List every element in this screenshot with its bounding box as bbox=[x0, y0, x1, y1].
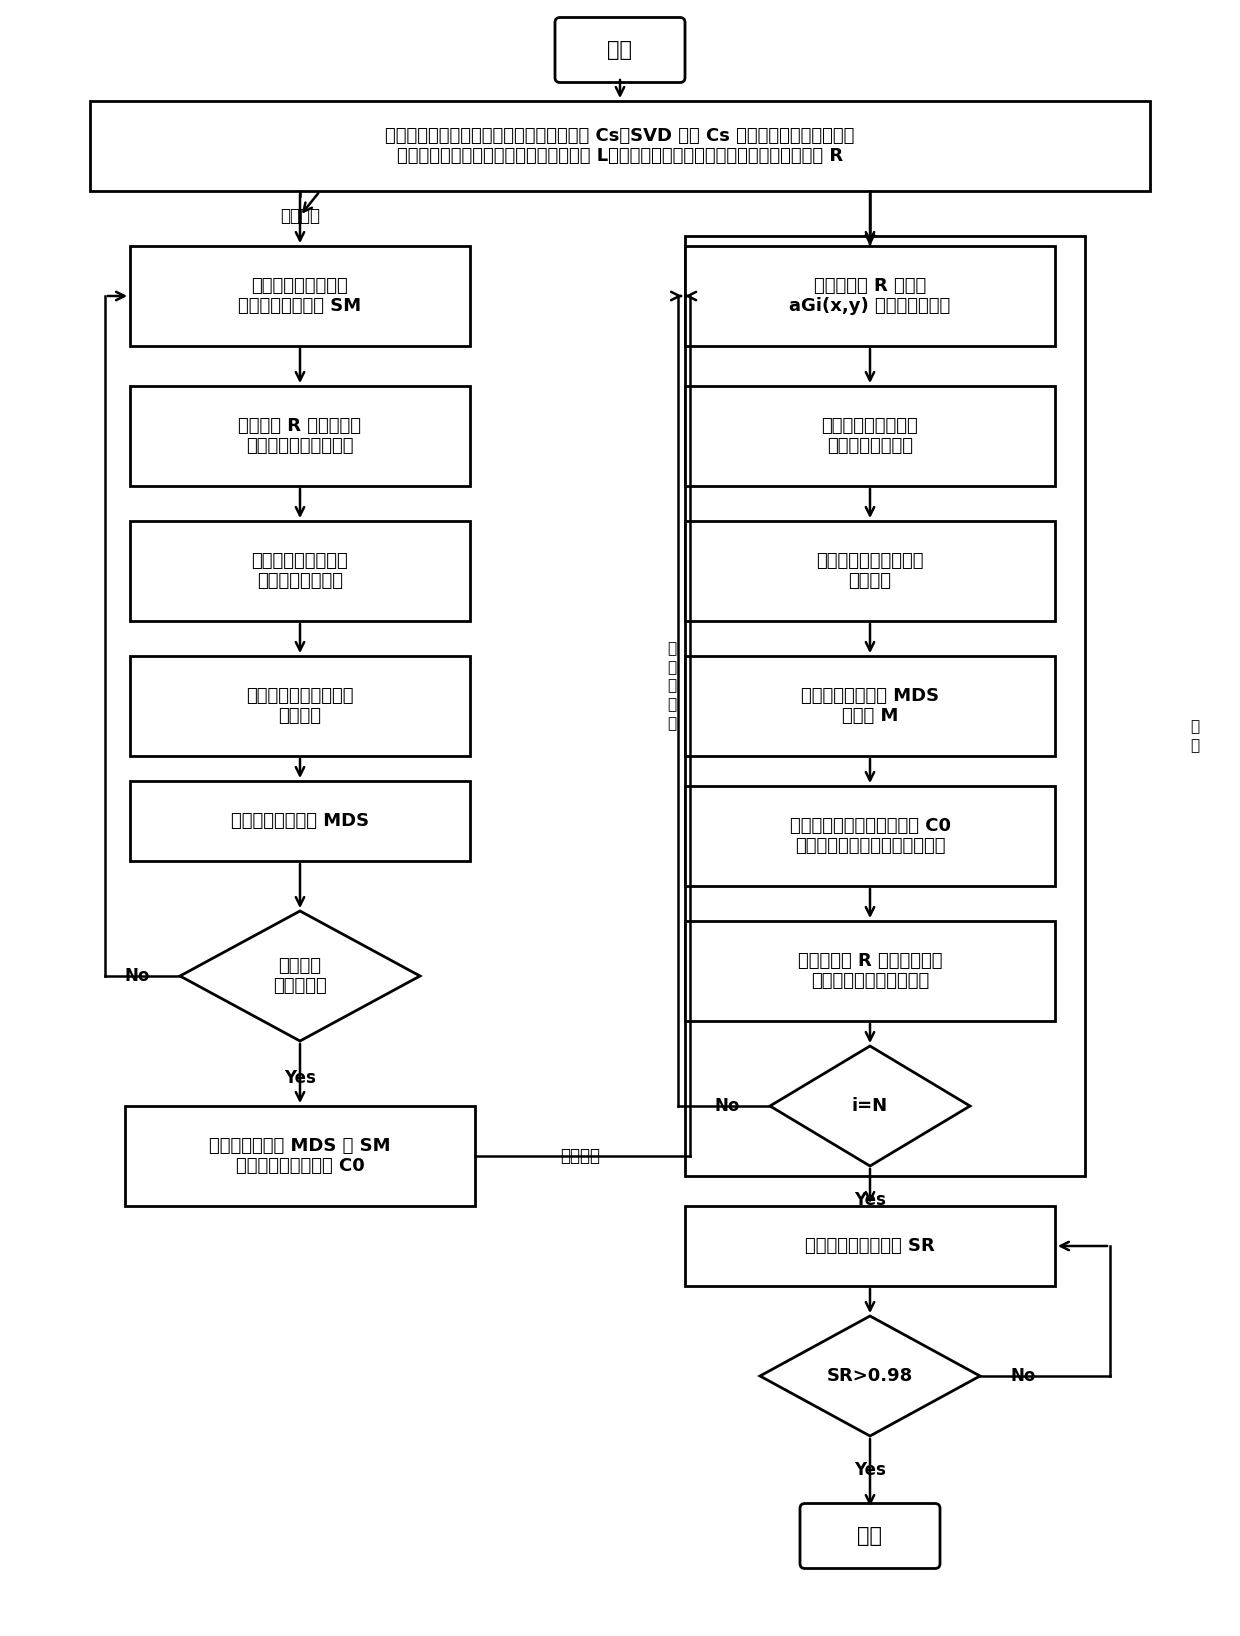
FancyBboxPatch shape bbox=[130, 520, 470, 622]
Polygon shape bbox=[180, 911, 420, 1040]
FancyBboxPatch shape bbox=[130, 780, 470, 861]
FancyBboxPatch shape bbox=[130, 245, 470, 345]
Text: 控制器获取控制指标 SR: 控制器获取控制指标 SR bbox=[805, 1237, 935, 1255]
Text: 测试模式: 测试模式 bbox=[280, 208, 320, 226]
Text: 离线计算校正像差模式基函数斜率相关矩阵 Cs，SVD 分解 Cs 并逆向重构新的模式基函
数，计算重构模式基函数的斜率相关矩阵 L，获取变形镜影响函数与模式系数: 离线计算校正像差模式基函数斜率相关矩阵 Cs，SVD 分解 Cs 并逆向重构新的… bbox=[386, 126, 854, 165]
Text: Yes: Yes bbox=[854, 1191, 885, 1209]
FancyBboxPatch shape bbox=[684, 921, 1055, 1021]
Text: 通过矩阵 R 将波前模式
系数转换成的电压信号: 通过矩阵 R 将波前模式 系数转换成的电压信号 bbox=[238, 417, 362, 455]
Polygon shape bbox=[760, 1315, 980, 1436]
Text: No: No bbox=[125, 967, 150, 985]
FancyBboxPatch shape bbox=[684, 245, 1055, 345]
Text: 周
期
内
迭
代: 周 期 内 迭 代 bbox=[667, 641, 677, 731]
Text: No: No bbox=[714, 1098, 740, 1116]
Text: 迭
代: 迭 代 bbox=[1190, 720, 1199, 753]
Text: 控制器根据 R 向产生电压经
高压放大器施加于变形镜: 控制器根据 R 向产生电压经 高压放大器施加于变形镜 bbox=[797, 952, 942, 990]
FancyBboxPatch shape bbox=[684, 520, 1055, 622]
Text: Yes: Yes bbox=[854, 1461, 885, 1479]
Text: 控制器计算并记录 MDS
及增量 M: 控制器计算并记录 MDS 及增量 M bbox=[801, 687, 939, 725]
FancyBboxPatch shape bbox=[684, 656, 1055, 756]
FancyBboxPatch shape bbox=[91, 101, 1149, 191]
Polygon shape bbox=[770, 1045, 970, 1166]
Text: 结束: 结束 bbox=[858, 1526, 883, 1546]
FancyBboxPatch shape bbox=[800, 1503, 940, 1569]
Text: 高压放大器放大电压
信号施加于变形镜: 高压放大器放大电压 信号施加于变形镜 bbox=[252, 551, 348, 591]
Text: Yes: Yes bbox=[284, 1068, 316, 1086]
FancyBboxPatch shape bbox=[556, 18, 684, 82]
FancyBboxPatch shape bbox=[684, 386, 1055, 486]
FancyBboxPatch shape bbox=[684, 785, 1055, 887]
Text: 控制器线性拟合 MDS 与 SM
和获取系统线性黛量 C0: 控制器线性拟合 MDS 与 SM 和获取系统线性黛量 C0 bbox=[210, 1137, 391, 1175]
Text: 开始: 开始 bbox=[608, 39, 632, 61]
Text: No: No bbox=[1011, 1368, 1035, 1386]
Text: 相机采样远场光强形成
反馈信号: 相机采样远场光强形成 反馈信号 bbox=[816, 551, 924, 591]
FancyBboxPatch shape bbox=[130, 386, 470, 486]
FancyBboxPatch shape bbox=[130, 656, 470, 756]
Text: 测试次数
等于预设值: 测试次数 等于预设值 bbox=[273, 957, 327, 995]
FancyBboxPatch shape bbox=[684, 1206, 1055, 1286]
Text: 相机采样远场光强形成
反馈信号: 相机采样远场光强形成 反馈信号 bbox=[247, 687, 353, 725]
Text: 控制器随机生成随机
波前，计算并记录 SM: 控制器随机生成随机 波前，计算并记录 SM bbox=[238, 276, 362, 316]
Text: 高压放大器放大电压
信号施加于变形镜: 高压放大器放大电压 信号施加于变形镜 bbox=[822, 417, 919, 455]
FancyBboxPatch shape bbox=[125, 1106, 475, 1206]
Text: 控制器根据 R 向产生
aGi(x,y) 对应的电压扰动: 控制器根据 R 向产生 aGi(x,y) 对应的电压扰动 bbox=[790, 276, 951, 316]
Text: 校正模式: 校正模式 bbox=[560, 1147, 600, 1165]
Text: SR>0.98: SR>0.98 bbox=[827, 1368, 913, 1386]
Text: 控制器计算并记录 MDS: 控制器计算并记录 MDS bbox=[231, 811, 370, 829]
Text: i=N: i=N bbox=[852, 1098, 888, 1116]
Text: 控制器根据线性关系和黛量 C0
复原出扰动电压对应的模式系数: 控制器根据线性关系和黛量 C0 复原出扰动电压对应的模式系数 bbox=[790, 816, 951, 856]
